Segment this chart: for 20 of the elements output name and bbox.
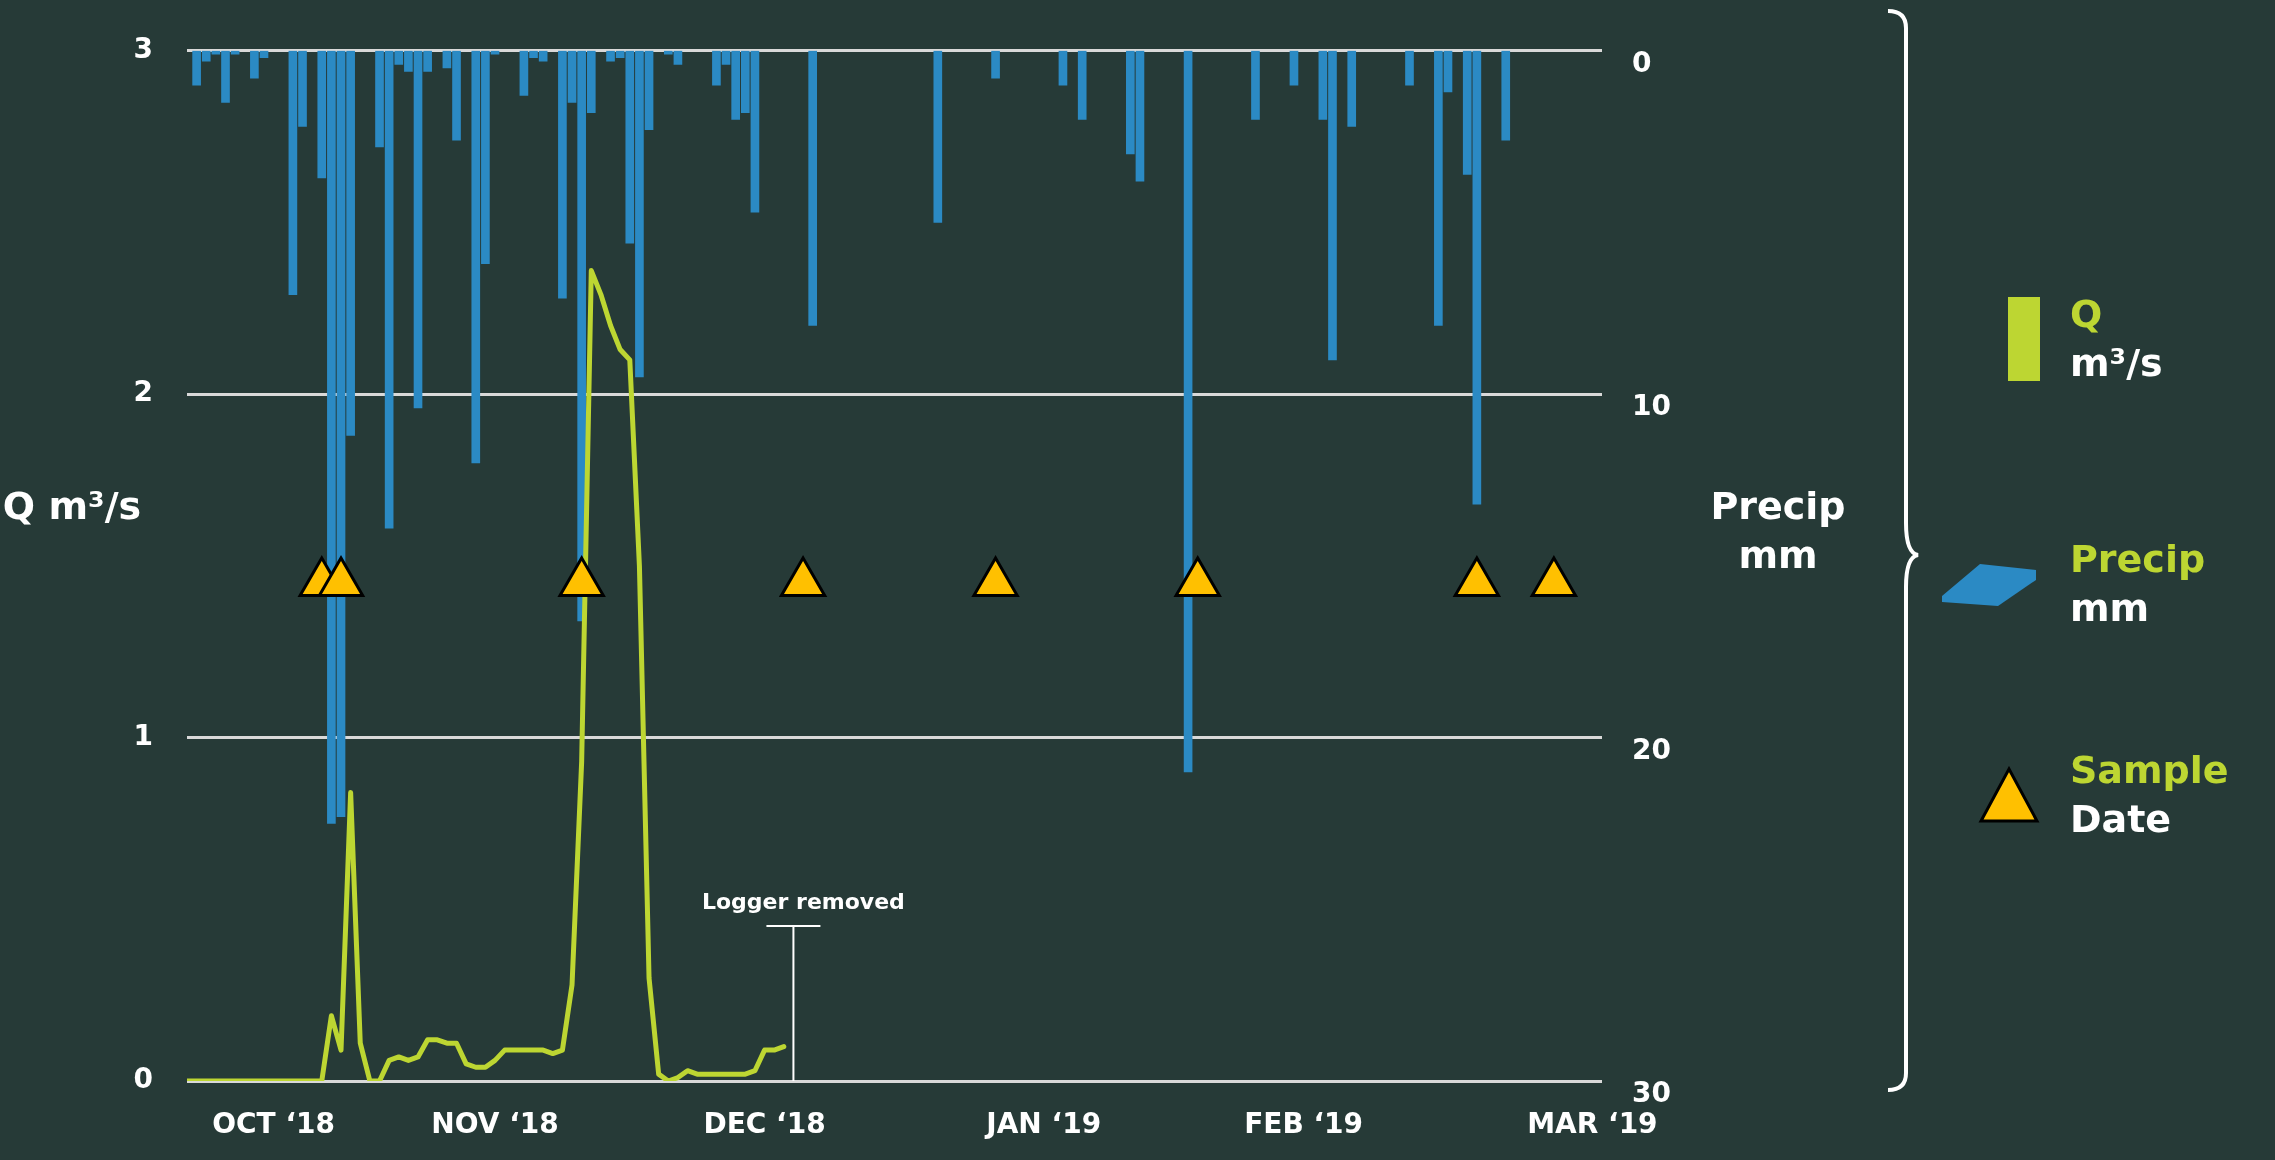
y-tick-label: 1 [133, 718, 153, 752]
y-tick-label: 0 [133, 1062, 153, 1096]
y2-tick-label: 10 [1632, 389, 1671, 423]
y2-tick-label: 20 [1632, 732, 1671, 766]
y-tick-label: 3 [133, 32, 153, 66]
x-tick-label: NOV ‘18 [431, 1107, 559, 1141]
y2-tick-label: 0 [1632, 46, 1652, 80]
y-axis-title: Q m³/s [1, 483, 143, 530]
x-tick-label: OCT ‘18 [212, 1107, 336, 1141]
x-tick-label: MAR ‘19 [1527, 1107, 1658, 1141]
y2-tick-label: 30 [1632, 1076, 1671, 1110]
x-tick-label: DEC ‘18 [703, 1107, 826, 1141]
legend-label: Precip mm [2070, 536, 2206, 633]
y2-axis-title: Precip mm [1709, 483, 1847, 580]
legend-label: Sample Date [2070, 747, 2229, 844]
x-tick-label: FEB ‘19 [1244, 1107, 1364, 1141]
legend-label: Q m³/s [2070, 291, 2163, 388]
ref-line-label: Logger removed [701, 888, 905, 914]
x-tick-label: JAN ‘19 [984, 1107, 1102, 1141]
y-tick-label: 2 [133, 375, 153, 409]
